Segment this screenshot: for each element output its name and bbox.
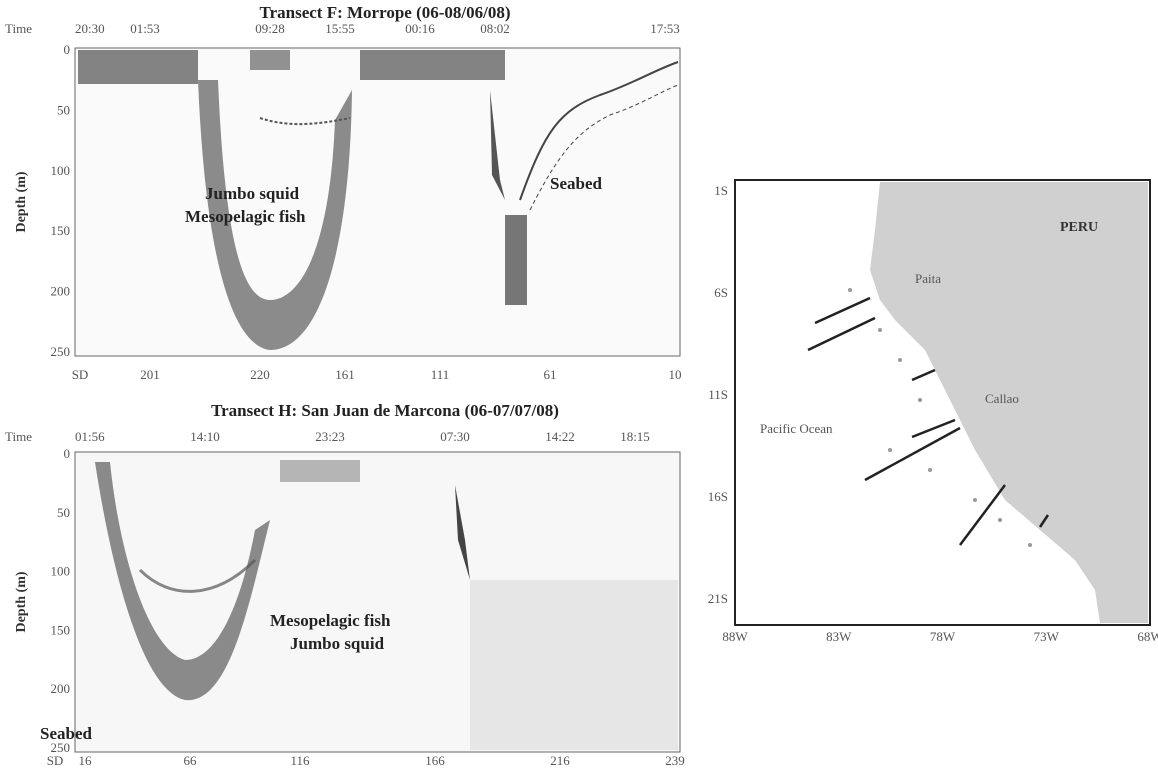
lat-tick-label: 1S <box>714 183 728 198</box>
time-tick-label: 14:10 <box>190 429 220 444</box>
x-tick-label: 116 <box>290 753 310 768</box>
lon-tick-label: 68W <box>1137 629 1158 644</box>
lat-tick-label: 21S <box>708 591 728 606</box>
time-label: Time <box>5 21 32 36</box>
map <box>734 179 1151 626</box>
time-tick-label: 07:30 <box>440 429 470 444</box>
ocean-label: Pacific Ocean <box>760 421 833 436</box>
city-label: Callao <box>985 391 1019 406</box>
y-axis-label: Depth (m) <box>14 171 29 232</box>
time-tick-label: 00:16 <box>405 21 435 36</box>
y-tick-label: 250 <box>51 344 71 359</box>
y-tick-label: 100 <box>51 163 71 178</box>
y-tick-label: 200 <box>51 681 71 696</box>
x-tick-label: 61 <box>544 367 557 382</box>
echogram-2 <box>74 451 681 753</box>
x-tick-label: 66 <box>184 753 198 768</box>
y-tick-label: 200 <box>51 284 71 299</box>
lon-tick-label: 83W <box>826 629 852 644</box>
time-label: Time <box>5 429 32 444</box>
annotation: Mesopelagic fish <box>270 611 391 630</box>
annotation: Jumbo squid <box>290 634 385 653</box>
y-tick-label: 0 <box>64 42 71 57</box>
time-tick-label: 14:22 <box>545 429 575 444</box>
x-tick-label: SD <box>47 753 64 768</box>
time-tick-label: 08:02 <box>480 21 510 36</box>
y-axis-label: Depth (m) <box>14 571 29 632</box>
time-tick-label: 18:15 <box>620 429 650 444</box>
country-label: PERU <box>1060 220 1098 235</box>
x-tick-label: 166 <box>425 753 445 768</box>
time-tick-label: 15:55 <box>325 21 355 36</box>
x-tick-label: 111 <box>431 367 450 382</box>
time-tick-label: 17:53 <box>650 21 680 36</box>
y-tick-label: 250 <box>51 740 71 755</box>
time-tick-label: 01:53 <box>130 21 160 36</box>
annotation: Jumbo squid <box>205 184 300 203</box>
time-tick-label: 20:30 <box>75 21 105 36</box>
annotation: Mesopelagic fish <box>185 207 306 226</box>
city-label: Paita <box>915 271 941 286</box>
x-tick-label: 16 <box>79 753 93 768</box>
y-tick-label: 50 <box>57 505 70 520</box>
lat-tick-label: 11S <box>708 387 728 402</box>
x-tick-label: 10 <box>669 367 682 382</box>
time-tick-label: 01:56 <box>75 429 105 444</box>
y-tick-label: 50 <box>57 102 70 117</box>
y-tick-label: 100 <box>51 564 71 579</box>
time-tick-label: 09:28 <box>255 21 285 36</box>
panel-title: Transect F: Morrope (06-08/06/08) <box>260 3 511 22</box>
y-tick-label: 0 <box>64 446 71 461</box>
lat-tick-label: 6S <box>714 285 728 300</box>
lat-tick-label: 16S <box>708 489 728 504</box>
y-tick-label: 150 <box>51 622 71 637</box>
lon-tick-label: 73W <box>1034 629 1060 644</box>
x-tick-label: 220 <box>250 367 270 382</box>
echogram-1 <box>74 47 681 357</box>
annotation: Seabed <box>40 724 93 743</box>
x-tick-label: 216 <box>550 753 570 768</box>
lon-tick-label: 78W <box>930 629 956 644</box>
time-tick-label: 23:23 <box>315 429 345 444</box>
panel-title: Transect H: San Juan de Marcona (06-07/0… <box>211 401 559 420</box>
x-tick-label: 201 <box>140 367 160 382</box>
x-tick-label: SD <box>72 367 89 382</box>
lon-tick-label: 88W <box>722 629 748 644</box>
y-tick-label: 150 <box>51 223 71 238</box>
x-tick-label: 239 <box>665 753 685 768</box>
annotation: Seabed <box>550 174 603 193</box>
x-tick-label: 161 <box>335 367 355 382</box>
